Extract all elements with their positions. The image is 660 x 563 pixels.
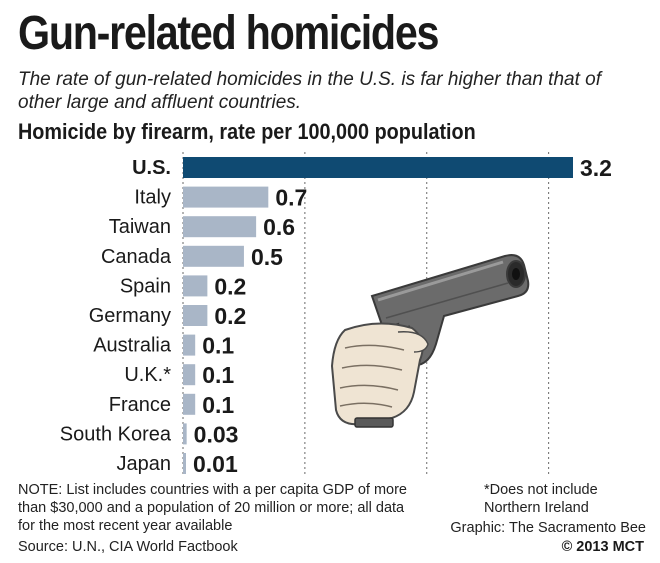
value-label: 0.1: [202, 392, 234, 418]
bar-chart: U.S. Italy Taiwan Canada Spain Germany Austral…: [60, 152, 612, 477]
category-labels: U.S. Italy Taiwan Canada Spain Germany Austral…: [60, 157, 172, 475]
value-label: 0.03: [194, 421, 239, 447]
bar: [183, 186, 269, 208]
category-label: Japan: [117, 453, 172, 475]
bar: [183, 245, 244, 267]
value-label: 0.2: [214, 273, 246, 299]
value-label: 0.5: [251, 244, 283, 270]
category-label: U.K.*: [124, 364, 171, 386]
value-label: 0.7: [275, 185, 307, 211]
subtitle: The rate of gun-related homicides in the…: [18, 69, 601, 113]
copyright: © 2013 MCT: [561, 539, 644, 555]
category-label: Spain: [120, 275, 171, 297]
graphic-credit: Graphic: The Sacramento Bee: [450, 520, 646, 536]
value-label: 0.2: [214, 303, 246, 329]
category-label: France: [109, 394, 171, 416]
category-label: South Korea: [60, 423, 172, 445]
category-label: U.S.: [132, 157, 171, 179]
chart-title: Homicide by firearm, rate per 100,000 po…: [18, 119, 476, 144]
value-label: 0.1: [202, 362, 234, 388]
chart-note: NOTE: List includes countries with a per…: [18, 482, 407, 534]
source-credit: Source: U.N., CIA World Factbook: [18, 539, 238, 555]
bar: [183, 305, 208, 326]
magazine-base: [354, 417, 394, 428]
value-label: 0.6: [263, 214, 295, 240]
bar: [183, 275, 208, 297]
value-label: 0.01: [193, 451, 238, 477]
value-labels: 3.20.70.60.50.20.20.10.10.10.030.01: [193, 155, 612, 477]
bar: [183, 216, 257, 238]
category-label: Canada: [101, 246, 172, 268]
bar: [183, 334, 196, 356]
bar: [183, 393, 196, 415]
bar: [183, 364, 196, 386]
bar: [183, 453, 186, 474]
hand-holding-pistol-icon: [330, 254, 530, 428]
uk-footnote: *Does not include Northern Ireland: [484, 482, 598, 516]
category-label: Italy: [134, 187, 171, 209]
page-title: Gun-related homicides: [18, 7, 439, 60]
value-label: 3.2: [580, 155, 612, 181]
category-label: Germany: [89, 305, 171, 327]
category-label: Australia: [93, 335, 172, 357]
bar: [183, 423, 187, 445]
bars: [183, 157, 573, 474]
bar: [183, 157, 573, 178]
value-label: 0.1: [202, 333, 234, 359]
category-label: Taiwan: [109, 216, 171, 238]
